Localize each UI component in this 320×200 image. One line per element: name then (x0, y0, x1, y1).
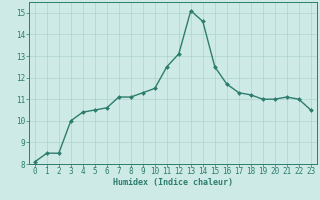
X-axis label: Humidex (Indice chaleur): Humidex (Indice chaleur) (113, 178, 233, 187)
